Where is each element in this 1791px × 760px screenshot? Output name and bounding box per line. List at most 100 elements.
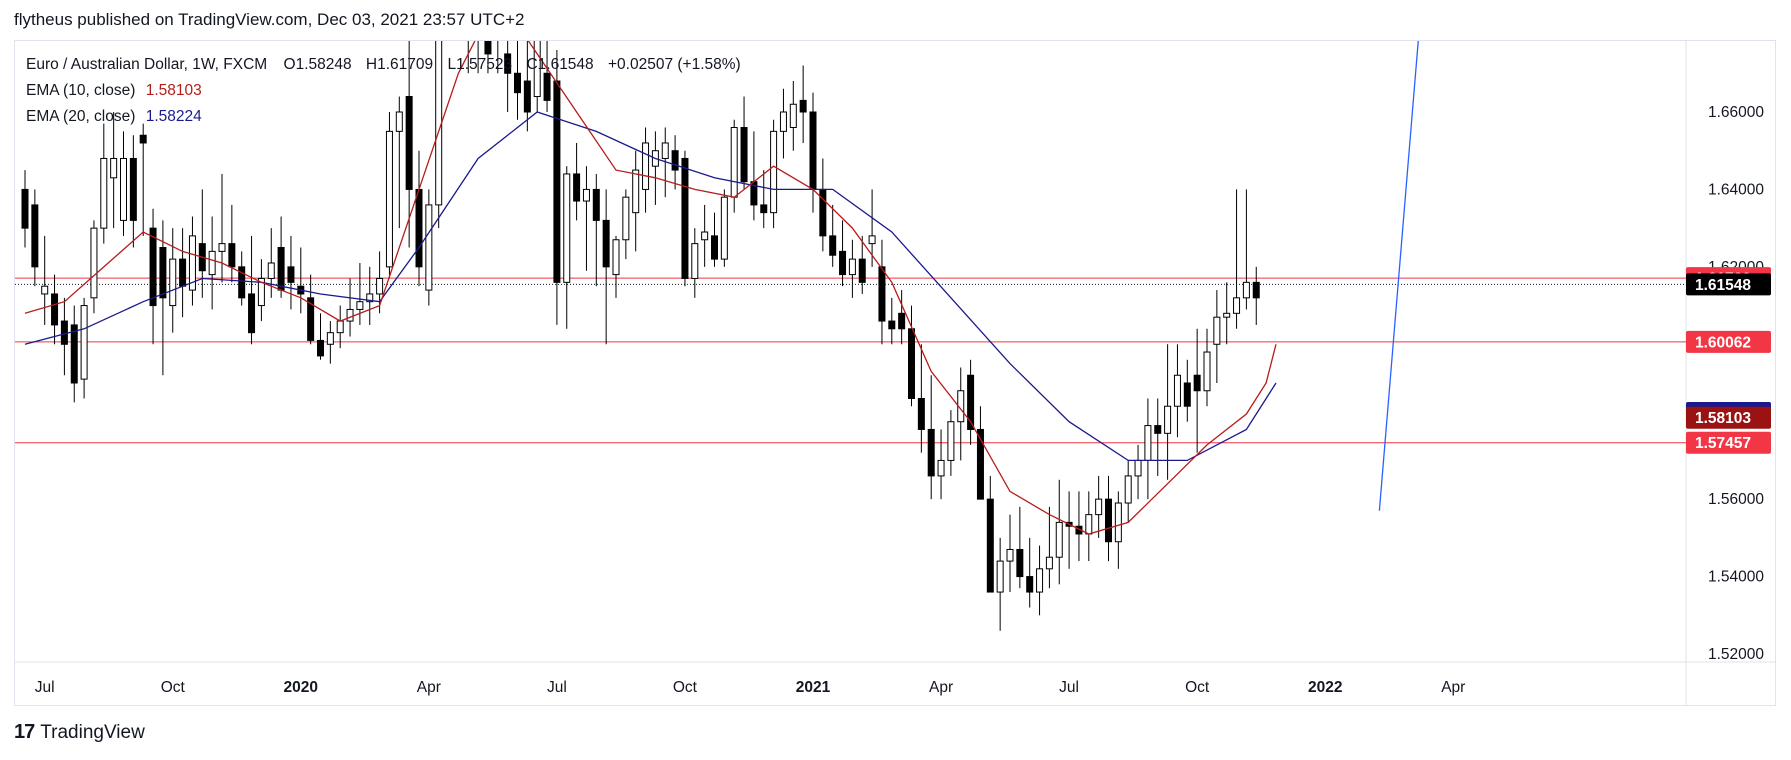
- candle-body-up: [789, 103, 797, 128]
- candle: [356, 262, 364, 325]
- candle-body-down: [277, 247, 285, 291]
- candle: [848, 239, 856, 298]
- candle-body-up: [1036, 568, 1044, 593]
- candle: [100, 123, 108, 244]
- x-tick-label: Oct: [673, 679, 698, 696]
- price-label-text: 1.57457: [1695, 435, 1751, 452]
- candle-body-down: [573, 173, 581, 202]
- candle: [514, 41, 521, 120]
- candle-body-down: [809, 111, 817, 190]
- candle: [937, 429, 945, 500]
- candle-body-up: [110, 157, 118, 179]
- ema20-label: EMA (20, close): [26, 108, 136, 125]
- candle-body-down: [179, 258, 187, 287]
- candle: [149, 208, 157, 345]
- candle-body-up: [1095, 498, 1103, 516]
- price-label-text: 1.61548: [1695, 277, 1751, 294]
- candle: [770, 119, 778, 229]
- candle: [188, 216, 196, 306]
- candle-body-down: [888, 320, 896, 330]
- candle-body-down: [405, 96, 413, 190]
- candle-body-up: [1114, 502, 1122, 543]
- candle-body-down: [878, 266, 886, 322]
- candle-body-down: [31, 204, 39, 268]
- price-label-bg: [1686, 330, 1771, 353]
- candle: [1183, 359, 1191, 422]
- candle: [809, 92, 817, 213]
- candle-body-down: [1016, 548, 1024, 578]
- candle-body-up: [701, 231, 709, 241]
- candle-body-down: [1105, 498, 1112, 543]
- candle-body-up: [169, 258, 177, 307]
- candle-body-down: [307, 297, 315, 341]
- candle: [90, 220, 98, 314]
- candle: [917, 344, 925, 453]
- candle: [120, 131, 127, 236]
- x-tick-label: 2022: [1308, 679, 1342, 696]
- candle: [858, 235, 866, 294]
- candle-body-down: [908, 328, 915, 399]
- candle: [385, 112, 393, 279]
- price-label-bg: [1686, 273, 1771, 296]
- candle: [139, 123, 147, 236]
- candle-body-up: [326, 332, 334, 345]
- candle-body-up: [642, 142, 650, 190]
- candle-body-up: [267, 262, 275, 279]
- symbol-row[interactable]: Euro / Australian Dollar, 1W, FXCM O1.58…: [26, 52, 741, 78]
- candle: [1144, 398, 1152, 500]
- candle-body-up: [770, 130, 778, 214]
- x-tick-label: Apr: [929, 679, 953, 696]
- footer-brand[interactable]: 17 TradingView: [14, 721, 145, 744]
- candle: [218, 173, 226, 283]
- candle-body-up: [612, 239, 620, 276]
- candle: [839, 220, 847, 287]
- candle-body-up: [218, 243, 226, 252]
- ohlc-l-label: L: [447, 56, 457, 73]
- x-tick-label: Apr: [417, 679, 441, 696]
- candle: [632, 150, 640, 252]
- candle-body-up: [336, 320, 344, 334]
- x-tick-label: Jul: [35, 679, 55, 696]
- candle-body-down: [317, 339, 324, 357]
- candle-body-up: [1242, 281, 1250, 299]
- candle-body-up: [1006, 548, 1014, 562]
- trend-line: [1378, 41, 1419, 511]
- candle: [789, 81, 797, 151]
- candle: [760, 170, 768, 229]
- candle: [346, 278, 354, 337]
- y-tick-label: 1.54000: [1708, 569, 1764, 586]
- candle: [60, 297, 68, 376]
- ema20-row[interactable]: EMA (20, close) 1.58224: [26, 104, 741, 130]
- brand-name: TradingView: [40, 721, 145, 743]
- candle: [1016, 506, 1024, 589]
- candle: [543, 41, 551, 112]
- candle-body-down: [1252, 281, 1260, 299]
- chart-frame[interactable]: [14, 40, 1776, 706]
- candle: [1154, 398, 1162, 476]
- candle-body-up: [1164, 405, 1172, 434]
- candle-body-down: [967, 374, 975, 430]
- y-tick-label: 1.66000: [1708, 104, 1764, 121]
- candle-body-down: [1183, 382, 1191, 407]
- candle: [1085, 491, 1093, 562]
- candle: [1006, 514, 1014, 593]
- candle-body-down: [139, 134, 147, 144]
- candle-body-down: [51, 293, 59, 326]
- candle: [376, 251, 384, 314]
- candle-body-down: [898, 312, 906, 330]
- price-label-bg: [1686, 406, 1771, 429]
- candle: [642, 127, 650, 213]
- candle: [622, 189, 630, 260]
- candle-body-down: [287, 266, 295, 283]
- candle: [1075, 491, 1083, 562]
- candle-body-up: [90, 227, 98, 299]
- ema20-value: 1.58224: [145, 108, 202, 125]
- candle-body-up: [1233, 297, 1241, 314]
- candle: [523, 41, 531, 132]
- candle-body-down: [917, 397, 925, 430]
- candle-body-down: [986, 498, 994, 593]
- candle: [455, 0, 461, 35]
- ema10-row[interactable]: EMA (10, close) 1.58103: [26, 78, 741, 104]
- candle-body-up: [582, 188, 590, 202]
